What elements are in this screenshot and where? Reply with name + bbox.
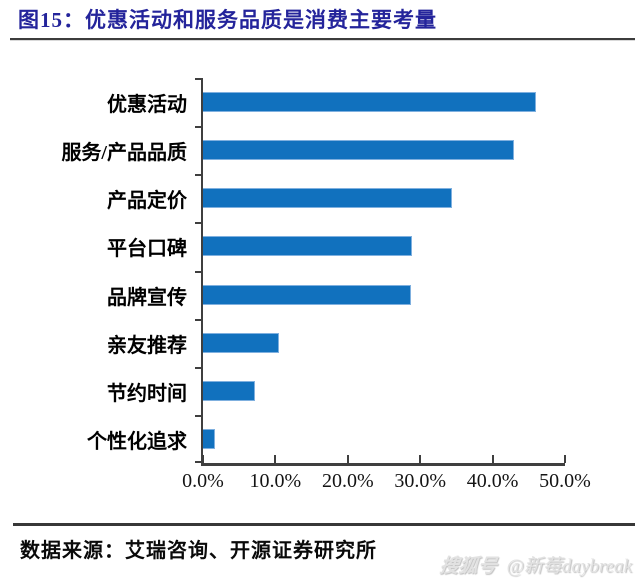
bar [203,380,256,401]
x-tick-label: 20.0% [321,470,374,492]
x-tick-label: 40.0% [466,470,519,492]
category-label: 平台口碑 [107,238,187,261]
y-axis-tick [195,222,201,225]
category-label: 亲友推荐 [107,334,187,357]
x-axis-tick [491,455,494,463]
x-tick-label: 50.0% [539,470,591,492]
bar [203,140,515,161]
x-axis-tick [274,455,277,463]
category-label: 个性化追求 [87,430,187,453]
bar [203,236,413,257]
y-axis-tick [195,78,201,80]
y-axis-tick [195,414,201,417]
x-tick-label: 30.0% [394,470,447,492]
category-label: 品牌宣传 [107,286,187,309]
x-axis-line [201,463,565,466]
category-label: 节约时间 [107,382,187,405]
watermark-account: @新莓daybreak [506,556,632,577]
bar [203,92,537,113]
bar [203,332,280,353]
y-axis-tick [195,461,201,463]
y-axis-tick [195,126,201,129]
sohu-logo: 搜狐号 [437,556,498,577]
x-axis-tick [346,455,349,463]
figure-title: 图15：优惠活动和服务品质是消费主要考量 [18,8,437,32]
x-axis-tick [419,455,422,463]
category-axis: 优惠活动服务/产品品质产品定价平台口碑品牌宣传亲友推荐节约时间个性化追求 [0,78,195,463]
x-axis-tick [564,455,566,463]
source-divider [13,523,635,526]
x-axis-labels: 0.0% 10.0% 20.0% 30.0% 40.0% 50.0% [182,470,591,498]
x-tick-label: 10.0% [249,470,302,492]
category-label: 服务/产品品质 [61,142,187,165]
category-label: 优惠活动 [107,94,187,117]
bar [203,188,453,209]
y-axis-tick [195,366,201,369]
y-axis-tick [195,270,201,273]
bar-chart: 优惠活动服务/产品品质产品定价平台口碑品牌宣传亲友推荐节约时间个性化追求 0.0… [0,78,640,498]
y-axis-line [201,78,203,463]
y-axis-tick [195,318,201,321]
bar [203,428,216,449]
watermark: 搜狐号 @新莓daybreak [437,551,632,578]
title-divider [10,38,635,41]
plot-area [195,78,566,466]
category-label: 产品定价 [107,190,187,213]
x-tick-label: 0.0% [182,470,224,492]
x-axis-tick [202,455,204,463]
bar [203,284,411,305]
source-text: 数据来源：艾瑞咨询、开源证券研究所 [20,540,377,562]
y-axis-tick [195,174,201,177]
